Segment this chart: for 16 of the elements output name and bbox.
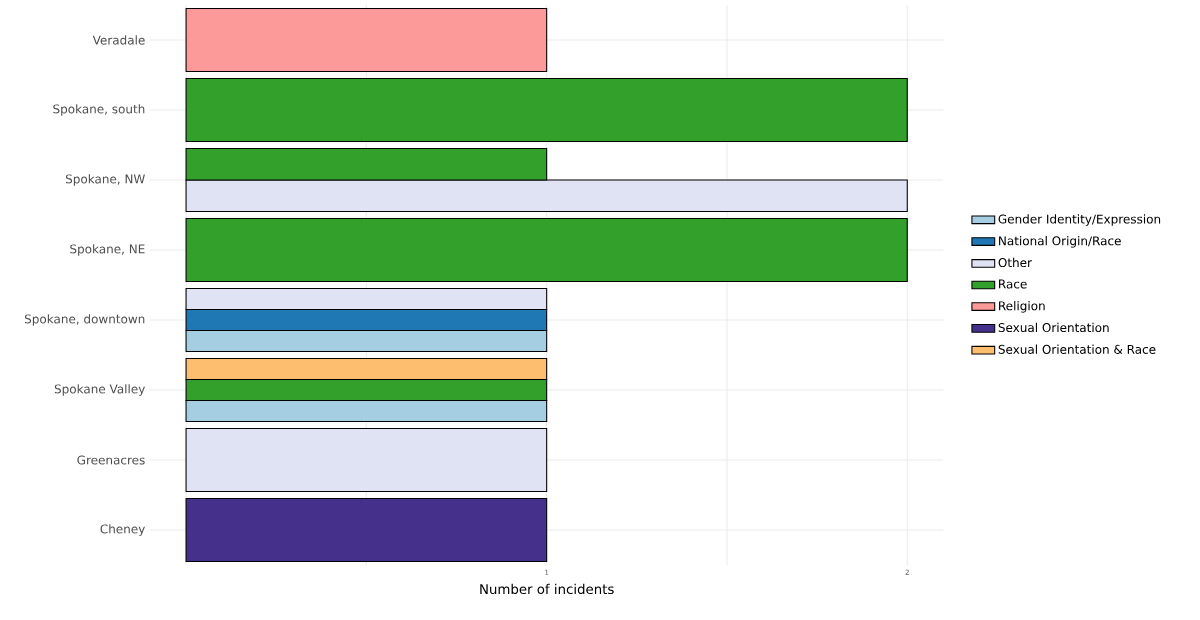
y-tick-label: Veradale	[92, 35, 145, 45]
y-tick-label: Cheney	[100, 524, 145, 536]
legend-label: Other	[998, 257, 1032, 268]
legend-label: Religion	[999, 301, 1045, 313]
y-tick-label: Spokane, downtown	[24, 314, 145, 326]
legend-label: Race	[999, 279, 1027, 289]
legend-label: National Origin/Race	[999, 236, 1121, 248]
y-tick-label: Spokane Valley	[54, 384, 145, 396]
legend-label: Sexual Orientation	[998, 322, 1109, 333]
y-tick-label: Greenacres	[77, 455, 145, 465]
legend-label: Gender Identity/Expression	[998, 214, 1161, 226]
y-tick-label: Spokane, south	[53, 104, 145, 116]
y-tick-label: Spokane, NW	[65, 174, 145, 186]
y-tick-label: Spokane, NE	[70, 244, 145, 256]
x-axis-title: Number of incidents	[480, 583, 614, 595]
legend-label: Sexual Orientation & Race	[998, 344, 1156, 354]
